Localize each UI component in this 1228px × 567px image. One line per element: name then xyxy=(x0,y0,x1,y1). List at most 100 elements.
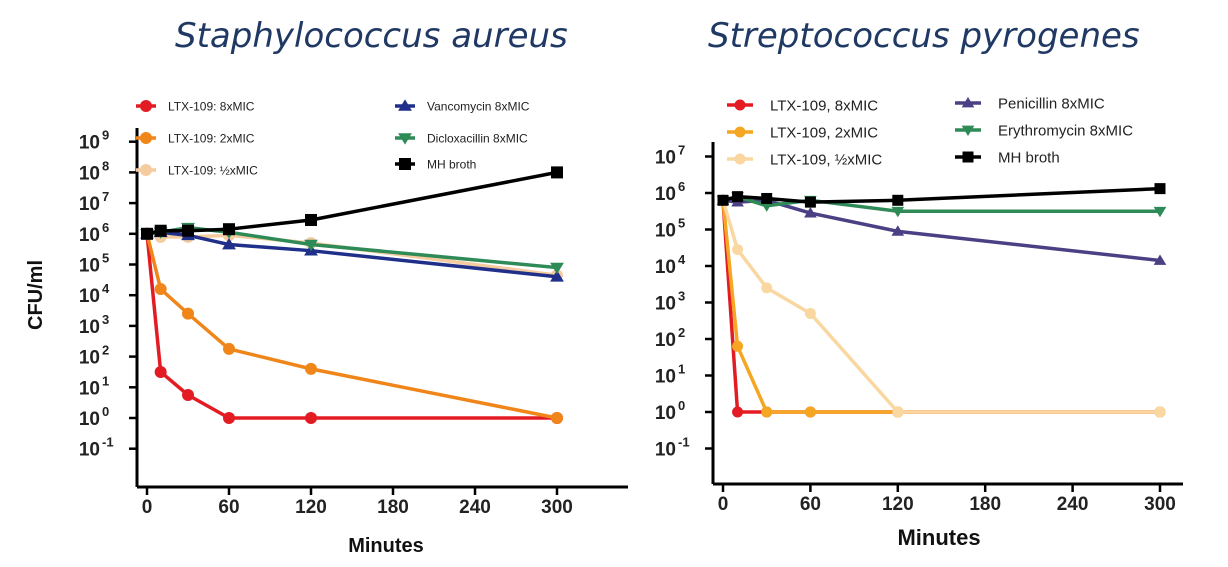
y-tick-label: 10 xyxy=(655,294,676,315)
data-point-vancomycin-8xmic xyxy=(222,237,236,250)
legend-item-erythromycin-8xmic: Erythromycin 8xMIC xyxy=(955,122,1133,139)
legend-swatch-marker xyxy=(962,151,974,163)
x-tick-label: 300 xyxy=(541,497,573,518)
data-point-mh-broth xyxy=(305,213,317,226)
data-point-ltx-109-2xmic xyxy=(223,342,235,355)
legend-swatch-marker xyxy=(399,158,411,170)
legend-swatch-marker xyxy=(140,132,152,144)
legend-item-ltx-109-2xmic: LTX-109: 2xMIC xyxy=(136,131,255,145)
x-tick-label: 60 xyxy=(800,494,821,515)
data-point-ltx-109-2xmic xyxy=(804,406,816,418)
data-point-ltx-109-2xmic xyxy=(732,340,744,352)
legend-label: MH broth xyxy=(427,157,476,171)
data-point-vancomycin-8xmic xyxy=(550,270,564,282)
y-tick-exponent: 1 xyxy=(678,362,685,377)
data-point-mh-broth xyxy=(141,227,153,240)
data-point-penicillin-8xmic xyxy=(891,225,905,236)
y-tick-exponent: 0 xyxy=(102,404,109,419)
x-tick-label: 240 xyxy=(459,497,491,518)
data-point-ltx-109-halfxmic xyxy=(804,307,816,319)
y-tick-exponent: 4 xyxy=(678,252,686,267)
chart-title-strep: Streptococcus pyrogenes xyxy=(708,16,1140,56)
legend-swatch-marker xyxy=(961,125,975,137)
y-tick-label: 10 xyxy=(79,133,100,154)
x-axis-label: Minutes xyxy=(348,535,424,557)
series-line-mh-broth xyxy=(722,186,1161,204)
x-tick-label: 120 xyxy=(295,497,327,518)
data-point-mh-broth xyxy=(804,196,816,208)
x-tick-label: 0 xyxy=(718,494,729,515)
y-tick-label: 10 xyxy=(79,378,100,399)
data-point-ltx-109-8xmic xyxy=(732,406,744,418)
data-point-penicillin-8xmic xyxy=(804,207,817,218)
data-point-mh-broth xyxy=(732,191,744,203)
data-point-ltx-109-8xmic xyxy=(182,388,194,401)
data-point-mh-broth xyxy=(551,166,563,179)
legend-swatch-marker xyxy=(140,100,152,112)
legend-label: MH broth xyxy=(998,149,1060,166)
y-tick-exponent: 2 xyxy=(678,325,685,340)
x-tick-label: 0 xyxy=(142,497,153,518)
data-point-mh-broth xyxy=(154,224,167,237)
legend-label: LTX-109: 8xMIC xyxy=(168,99,255,113)
legend-item-ltx-109-8xmic: LTX-109, 8xMIC xyxy=(727,97,878,114)
data-point-ltx-109-8xmic xyxy=(154,365,167,378)
y-tick-label: 10 xyxy=(655,367,676,388)
data-point-ltx-109-8xmic xyxy=(223,412,235,424)
legend-swatch-marker xyxy=(140,164,152,176)
y-tick-exponent: 7 xyxy=(102,189,109,204)
legend-swatch-marker xyxy=(398,133,412,145)
legend-label: LTX-109, 8xMIC xyxy=(770,97,878,114)
series-mh-broth xyxy=(717,183,1166,208)
data-point-mh-broth xyxy=(223,223,235,236)
y-tick-exponent: 5 xyxy=(102,251,109,266)
y-tick-exponent: 3 xyxy=(102,312,109,327)
x-tick-label: 300 xyxy=(1144,494,1176,515)
series-ltx-109-8xmic xyxy=(717,194,1166,418)
series-ltx-109-2xmic xyxy=(141,227,563,424)
data-point-mh-broth xyxy=(717,194,729,206)
legend-item-ltx-109-halfxmic: LTX-109: ½xMIC xyxy=(136,163,258,177)
data-point-penicillin-8xmic xyxy=(1153,254,1167,265)
y-tick-label: 10 xyxy=(655,221,676,242)
data-point-ltx-109-halfxmic xyxy=(732,244,744,256)
legend-swatch-marker xyxy=(398,99,412,111)
data-point-dicloxacillin-8xmic xyxy=(304,239,318,252)
legend-item-ltx-109-8xmic: LTX-109: 8xMIC xyxy=(136,99,255,113)
y-tick-label: 10 xyxy=(79,163,100,184)
y-tick-label: 10 xyxy=(655,148,676,169)
data-point-ltx-109-2xmic xyxy=(761,406,773,418)
data-point-ltx-109-halfxmic xyxy=(892,406,904,418)
x-tick-label: 240 xyxy=(1057,494,1089,515)
legend-label: LTX-109: ½xMIC xyxy=(168,163,258,177)
series-line-ltx-109-halfxmic xyxy=(721,199,1160,414)
legend-item-mh-broth: MH broth xyxy=(395,157,476,171)
y-tick-label: 10 xyxy=(655,403,676,424)
x-axis-label: Minutes xyxy=(897,525,980,550)
y-tick-label: 10 xyxy=(79,256,100,277)
legend-item-vancomycin-8xmic: Vancomycin 8xMIC xyxy=(395,99,530,113)
series-erythromycin-8xmic xyxy=(716,192,1167,218)
legend-label: LTX-109, 2xMIC xyxy=(770,124,878,141)
data-point-ltx-109-8xmic xyxy=(305,412,317,424)
y-tick-exponent: 6 xyxy=(678,179,685,194)
series-ltx-109-2xmic xyxy=(717,194,1166,418)
legend-label: LTX-109, ½xMIC xyxy=(770,151,882,168)
legend-label: LTX-109: 2xMIC xyxy=(168,131,255,145)
series-line-mh-broth xyxy=(146,170,558,236)
legend-label: Penicillin 8xMIC xyxy=(998,95,1105,112)
y-tick-label: 10 xyxy=(655,257,676,278)
legend-item-penicillin-8xmic: Penicillin 8xMIC xyxy=(955,95,1105,112)
y-tick-exponent: 7 xyxy=(678,143,685,158)
x-tick-label: 180 xyxy=(377,497,409,518)
y-tick-label: 10 xyxy=(79,317,100,338)
series-vancomycin-8xmic xyxy=(140,225,564,282)
data-point-ltx-109-2xmic xyxy=(182,307,194,320)
y-tick-exponent: 2 xyxy=(102,343,109,358)
series-mh-broth xyxy=(141,166,563,240)
y-tick-label: 10 xyxy=(79,348,100,369)
y-tick-label: 10 xyxy=(655,440,676,461)
legend-swatch-marker xyxy=(734,153,746,165)
y-tick-exponent: 4 xyxy=(102,281,110,296)
y-tick-exponent: 8 xyxy=(102,158,109,173)
